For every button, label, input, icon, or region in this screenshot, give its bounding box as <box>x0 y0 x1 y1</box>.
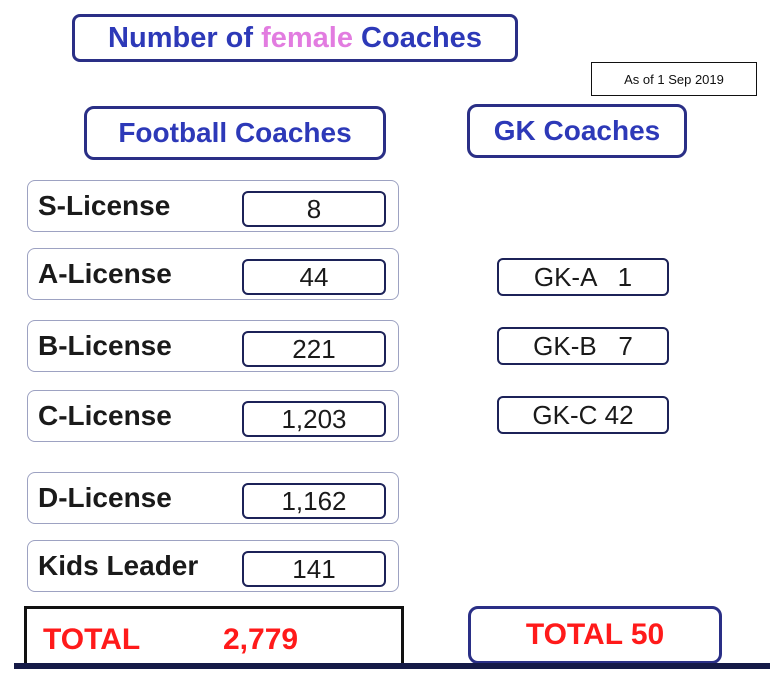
title-suffix: Coaches <box>353 21 482 54</box>
gk-coaches-header: GK Coaches <box>467 104 687 158</box>
gk-b-count: GK-B 7 <box>497 327 669 365</box>
license-label: Kids Leader <box>38 550 199 581</box>
as-of-date-label: As of 1 Sep 2019 <box>591 62 757 96</box>
license-label: S-License <box>38 190 171 221</box>
license-row-a: A-License 44 <box>27 248 399 300</box>
license-row-s: S-License 8 <box>27 180 399 232</box>
gk-a-count: GK-A 1 <box>497 258 669 296</box>
license-row-d: D-License 1,162 <box>27 472 399 524</box>
page-title: Number of female Coaches <box>72 14 518 62</box>
gk-c-count: GK-C 42 <box>497 396 669 434</box>
football-coaches-header: Football Coaches <box>84 106 386 160</box>
title-prefix: Number of <box>108 21 262 54</box>
license-label: D-License <box>38 482 172 513</box>
license-count: 141 <box>242 551 386 587</box>
football-total-label: TOTAL <box>43 623 141 656</box>
license-count: 221 <box>242 331 386 367</box>
bottom-divider-bar <box>14 663 770 669</box>
license-count: 1,203 <box>242 401 386 437</box>
license-count: 1,162 <box>242 483 386 519</box>
license-row-c: C-License 1,203 <box>27 390 399 442</box>
gk-total-box: TOTAL 50 <box>468 606 722 664</box>
license-row-kids-leader: Kids Leader 141 <box>27 540 399 592</box>
title-accent-word: female <box>261 21 353 54</box>
football-total-box: TOTAL 2,779 <box>24 606 404 668</box>
football-total-value: 2,779 <box>223 623 299 656</box>
license-count: 44 <box>242 259 386 295</box>
license-label: C-License <box>38 400 172 431</box>
license-label: B-License <box>38 330 172 361</box>
license-row-b: B-License 221 <box>27 320 399 372</box>
license-count: 8 <box>242 191 386 227</box>
license-label: A-License <box>38 258 172 289</box>
